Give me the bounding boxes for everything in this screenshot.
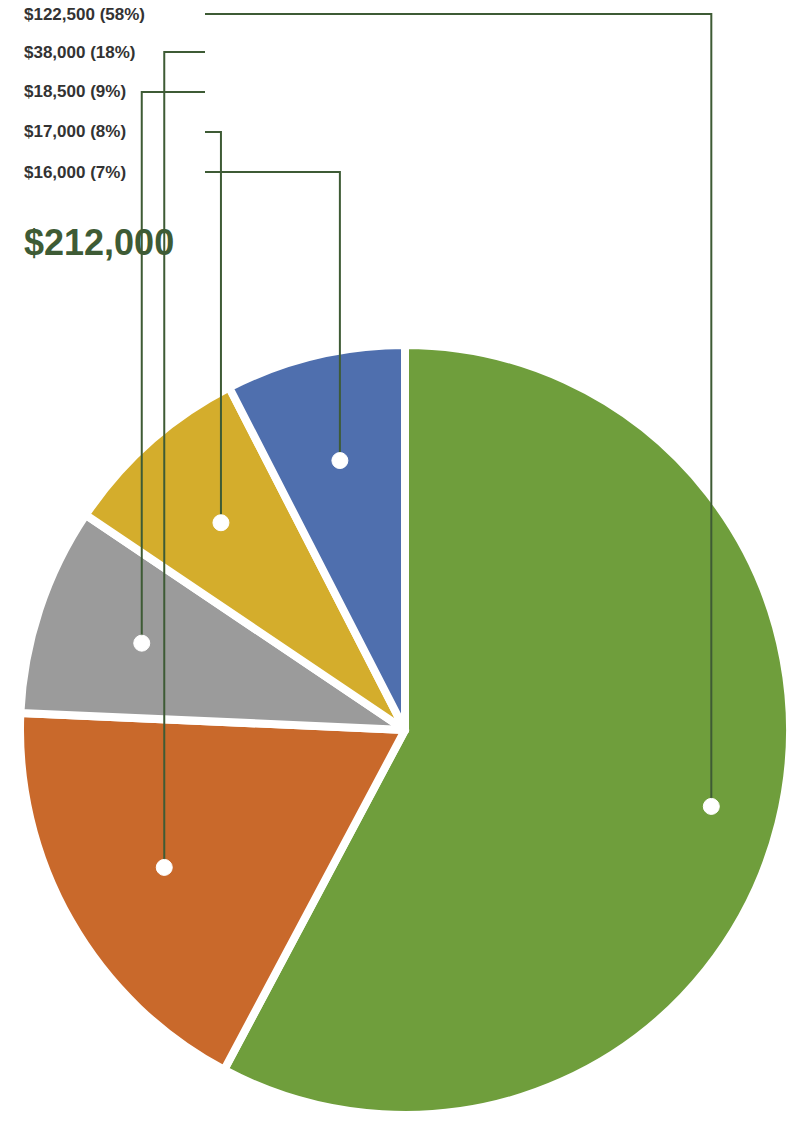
svg-text:$122,500 (58%): $122,500 (58%) (24, 5, 145, 24)
svg-text:$38,000 (18%): $38,000 (18%) (24, 43, 136, 62)
svg-text:$212,000: $212,000 (24, 222, 174, 263)
svg-text:$17,000 (8%): $17,000 (8%) (24, 122, 126, 141)
svg-text:$18,500 (9%): $18,500 (9%) (24, 82, 126, 101)
svg-text:$16,000 (7%): $16,000 (7%) (24, 163, 126, 182)
